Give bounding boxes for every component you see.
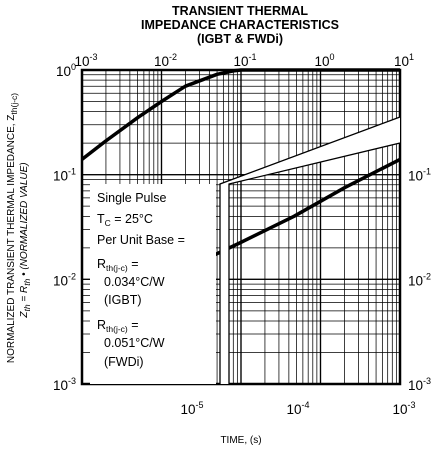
axis-break-mask (220, 117, 400, 384)
plot-frame (80, 68, 402, 386)
note-igbt: (IGBT) (104, 293, 142, 307)
right-tick-labels: 10-1 10-2 10-3 (408, 167, 431, 393)
axis-break-line-right (228, 142, 401, 384)
top-tick-label: 10-2 (154, 52, 177, 69)
note-fwdi-value: 0.051°C/W (104, 336, 165, 350)
annotation-box (90, 184, 216, 384)
title-line-2: IMPEDANCE CHARACTERISTICS (141, 18, 339, 32)
note-igbt-value: 0.034°C/W (104, 275, 165, 289)
x-axis-label: TIME, (s) (220, 435, 261, 446)
top-tick-labels: 10-3 10-2 10-1 100 101 (74, 52, 414, 69)
top-tick-label: 10-1 (233, 52, 256, 69)
chart-title: TRANSIENT THERMAL IMPEDANCE CHARACTERIST… (141, 4, 339, 46)
y-label-main: NORMALIZED TRANSIENT THERMAL IMPEDANCE, … (6, 115, 17, 364)
note-single-pulse: Single Pulse (97, 191, 167, 205)
right-tick-label: 10-1 (408, 167, 431, 184)
annotation-text: Single Pulse TC = 25°C Per Unit Base = R… (97, 191, 185, 369)
left-tick-labels: 100 10-1 10-2 10-3 (53, 62, 76, 393)
svg-text:Zth = Rth • (NORMALIZED VALUE): Zth = Rth • (NORMALIZED VALUE) (19, 162, 32, 318)
note-per-unit: Per Unit Base = (97, 233, 185, 247)
left-tick-label: 10-1 (53, 167, 76, 184)
note-rth-fwdi: Rth(j-c) = (97, 318, 139, 334)
top-tick-label: 101 (394, 52, 414, 69)
axis-break-line-left (219, 116, 401, 384)
note-tc: TC = 25°C (97, 212, 153, 228)
top-tick-label: 100 (314, 52, 334, 69)
left-tick-label: 10-2 (53, 271, 76, 288)
title-line-3: (IGBT & FWDi) (197, 32, 283, 46)
top-tick-label: 10-3 (74, 52, 97, 69)
bottom-tick-labels: 10-5 10-4 10-3 (180, 400, 415, 417)
note-fwdi: (FWDi) (104, 355, 144, 369)
left-tick-label: 10-3 (53, 376, 76, 393)
bottom-tick-label: 10-4 (286, 400, 309, 417)
y-label-sub: th(j-c) (9, 93, 19, 115)
right-tick-label: 10-3 (408, 376, 431, 393)
bottom-tick-label: 10-5 (180, 400, 203, 417)
y-axis-label: NORMALIZED TRANSIENT THERMAL IMPEDANCE, … (6, 93, 32, 363)
right-tick-label: 10-2 (408, 271, 431, 288)
bottom-tick-label: 10-3 (392, 400, 415, 417)
note-rth-igbt: Rth(j-c) = (97, 257, 139, 273)
left-tick-label: 100 (56, 62, 76, 79)
title-line-1: TRANSIENT THERMAL (172, 4, 308, 18)
svg-text:NORMALIZED TRANSIENT THERMAL I: NORMALIZED TRANSIENT THERMAL IMPEDANCE, … (6, 93, 19, 363)
